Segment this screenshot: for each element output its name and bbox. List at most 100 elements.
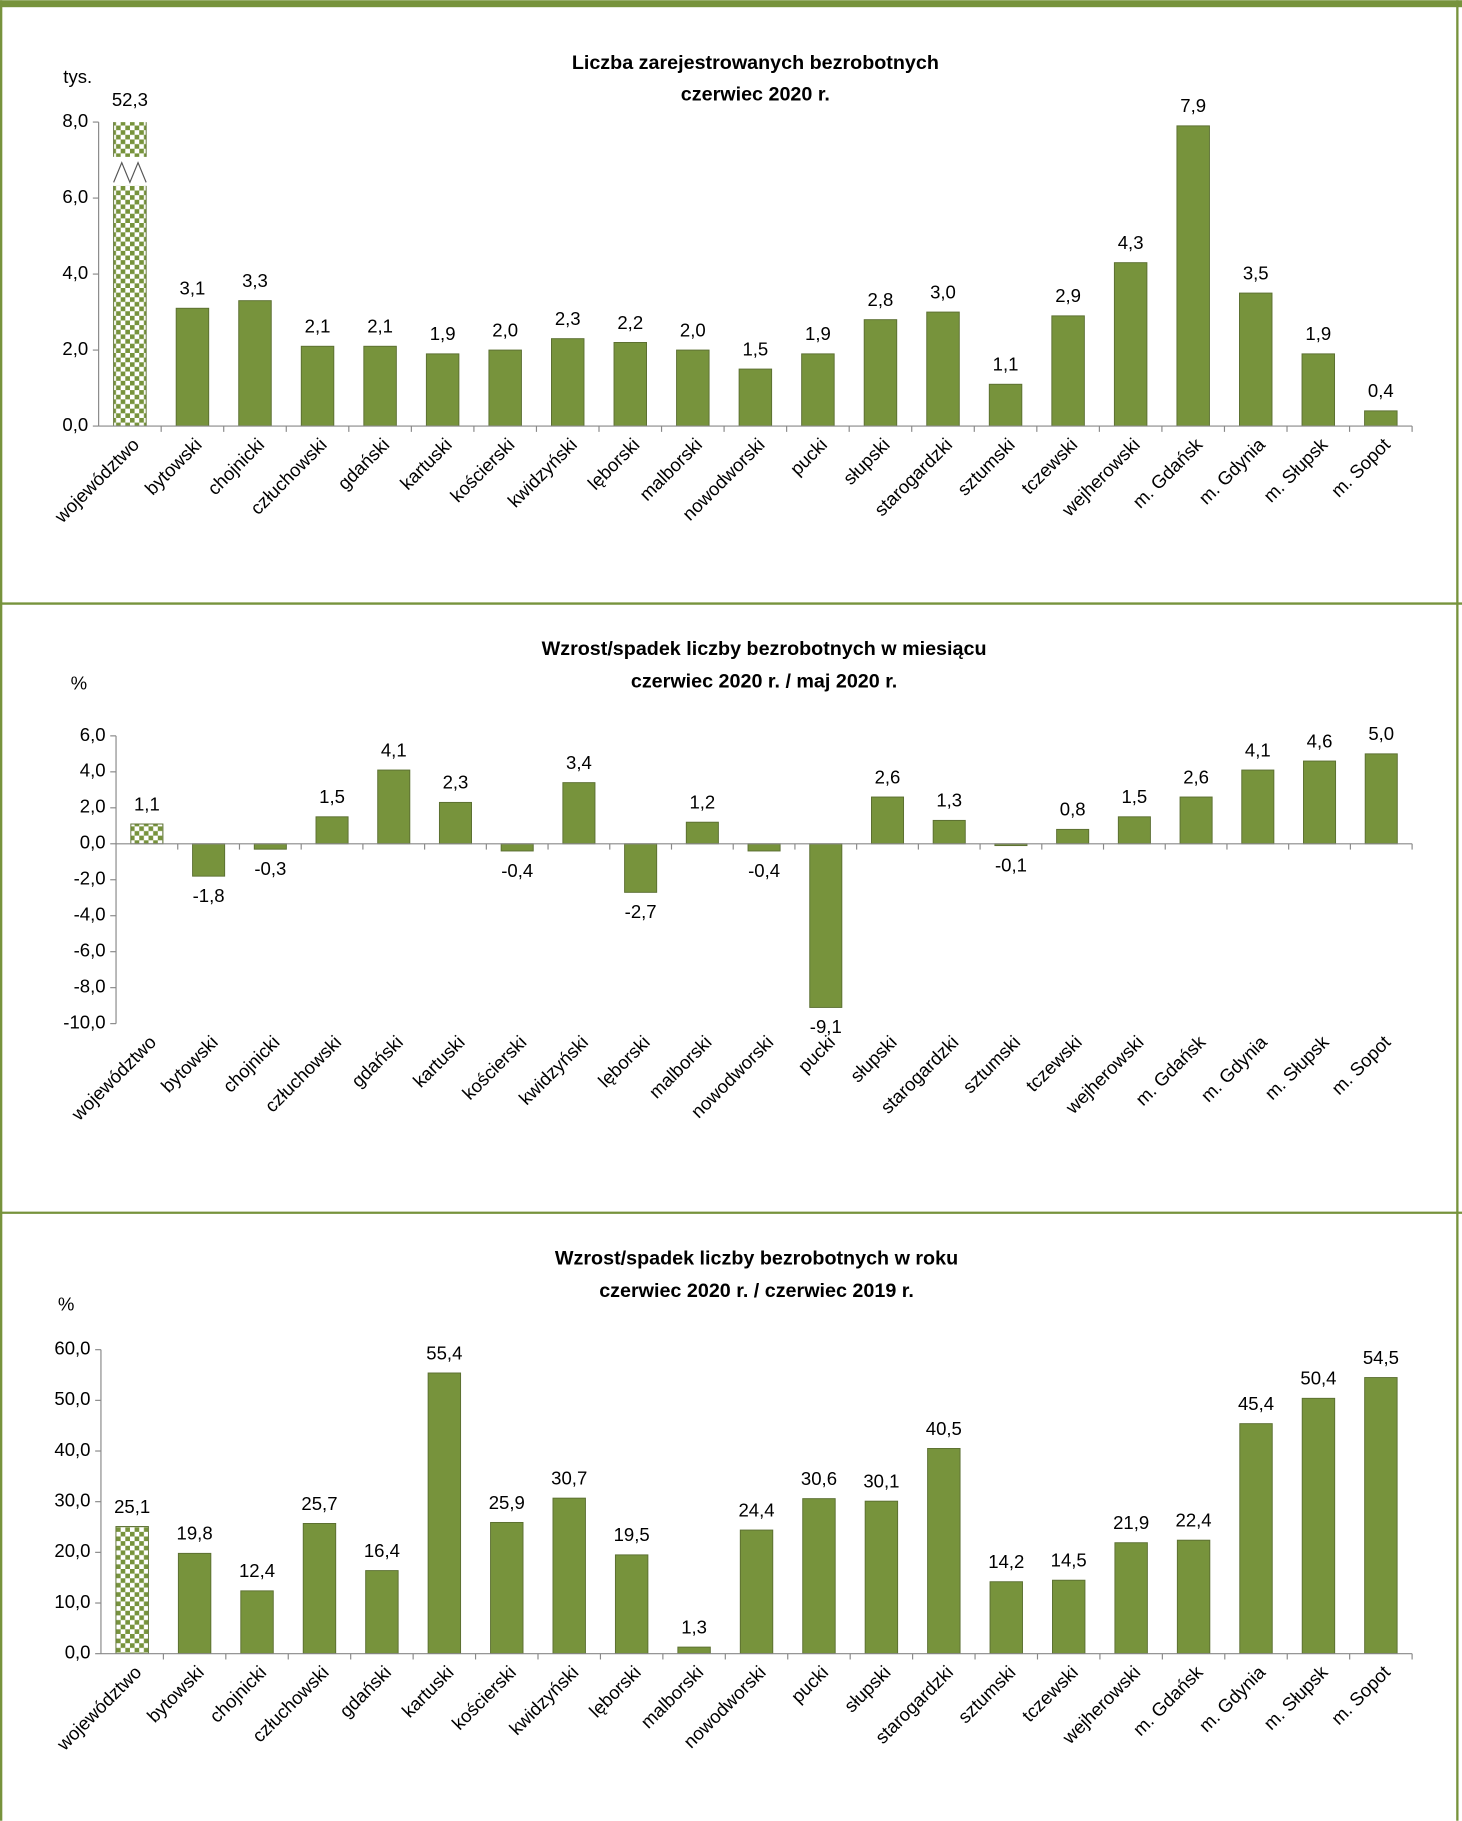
value-label: 3,4 xyxy=(566,752,592,773)
bar xyxy=(613,342,647,427)
x-tick-label: pucki xyxy=(794,1031,839,1076)
bar xyxy=(1052,1579,1086,1654)
bar xyxy=(614,1554,649,1654)
value-label: -0,4 xyxy=(501,860,533,881)
unit-label: % xyxy=(58,1293,74,1314)
x-tick-label: lęborski xyxy=(585,1661,645,1721)
bar xyxy=(1303,760,1337,845)
bar xyxy=(500,843,534,852)
x-tick-label: tczewski xyxy=(1017,434,1081,498)
value-label: 1,1 xyxy=(993,354,1019,375)
bar xyxy=(377,769,411,845)
x-tick-label: m. Gdynia xyxy=(1195,1661,1270,1736)
value-label: 14,5 xyxy=(1051,1550,1087,1571)
bar xyxy=(989,1581,1023,1654)
value-label: 22,4 xyxy=(1176,1510,1212,1531)
bar xyxy=(315,816,349,845)
value-label: 2,1 xyxy=(305,316,331,337)
x-tick-label: pucki xyxy=(786,434,831,479)
unit-label: % xyxy=(71,673,88,694)
value-label: 25,9 xyxy=(489,1492,525,1513)
bar xyxy=(552,1497,586,1654)
x-tick-label: kartuski xyxy=(398,1661,458,1721)
value-label: 1,5 xyxy=(742,338,768,359)
value-label: 55,4 xyxy=(426,1342,462,1363)
x-tick-label: słupski xyxy=(846,1031,901,1086)
x-tick-label: m. Słupsk xyxy=(1259,433,1332,506)
bar xyxy=(747,843,781,852)
value-label: -2,7 xyxy=(625,901,657,922)
bar xyxy=(676,349,710,427)
value-label: 1,1 xyxy=(134,793,160,814)
value-label: 1,9 xyxy=(805,323,831,344)
value-label: 21,9 xyxy=(1113,1512,1149,1533)
x-tick-label: m. Sopot xyxy=(1327,433,1395,501)
chart-title: Wzrost/spadek liczby bezrobotnych w roku xyxy=(555,1247,958,1269)
bar xyxy=(1176,1539,1211,1654)
x-tick-label: chojnicki xyxy=(205,1661,270,1726)
value-label: 19,8 xyxy=(177,1523,213,1544)
bar xyxy=(1364,410,1398,427)
y-tick-label: -6,0 xyxy=(74,940,106,961)
value-label: 1,5 xyxy=(1121,786,1147,807)
bar xyxy=(927,1448,961,1654)
bar xyxy=(1117,816,1151,845)
bar xyxy=(677,1646,711,1654)
y-tick-label: 6,0 xyxy=(80,724,106,745)
x-tick-label: m. Słupsk xyxy=(1260,1031,1333,1104)
value-label: 4,6 xyxy=(1307,730,1333,751)
value-label: 2,2 xyxy=(617,312,643,333)
value-label: 30,1 xyxy=(863,1471,899,1492)
x-tick-label: słupski xyxy=(840,1661,895,1716)
bar xyxy=(1301,353,1336,427)
bar xyxy=(130,823,164,845)
chart-title: Liczba zarejestrowanych bezrobotnych xyxy=(572,52,939,74)
bar xyxy=(685,821,719,845)
x-tick-label: kartuski xyxy=(409,1031,469,1091)
x-tick-label: m. Gdynia xyxy=(1194,433,1269,508)
bar xyxy=(175,307,210,427)
value-label: -9,1 xyxy=(810,1016,842,1037)
value-label: 54,5 xyxy=(1363,1347,1399,1368)
x-tick-label: słupski xyxy=(839,434,894,489)
bar xyxy=(240,1590,274,1654)
value-label: 52,3 xyxy=(112,89,148,110)
bars xyxy=(115,1372,1398,1654)
x-tick-label: pucki xyxy=(787,1661,832,1706)
chart-title: Wzrost/spadek liczby bezrobotnych w mies… xyxy=(542,638,987,660)
value-label: 40,5 xyxy=(926,1418,962,1439)
y-tick-label: 50,0 xyxy=(54,1388,90,1409)
bar xyxy=(177,1552,212,1654)
bar xyxy=(438,801,472,845)
bar xyxy=(870,796,905,845)
x-tick-label: bytowski xyxy=(141,434,206,499)
value-label: 30,7 xyxy=(551,1467,587,1488)
y-tick-label: 4,0 xyxy=(80,760,106,781)
y-tick-label: 6,0 xyxy=(62,186,88,207)
value-label: 2,8 xyxy=(868,289,894,310)
y-tick-label: 30,0 xyxy=(54,1490,90,1511)
bar xyxy=(1114,1542,1148,1654)
value-label: 50,4 xyxy=(1300,1368,1336,1389)
bar xyxy=(488,349,522,427)
bar xyxy=(562,782,596,845)
bar xyxy=(1179,796,1213,845)
bar xyxy=(1241,769,1275,845)
value-label: 5,0 xyxy=(1368,723,1394,744)
bar xyxy=(427,1372,462,1654)
y-tick-label: -2,0 xyxy=(74,868,106,889)
value-label: 2,6 xyxy=(1183,766,1209,787)
value-label: 1,9 xyxy=(1305,323,1331,344)
value-label: 30,6 xyxy=(801,1468,837,1489)
value-label: 14,2 xyxy=(988,1551,1024,1572)
y-tick-label: 40,0 xyxy=(54,1439,90,1460)
x-tick-label: lęborski xyxy=(594,1031,654,1091)
y-tick-label: 0,0 xyxy=(80,832,106,853)
value-label: -0,4 xyxy=(748,860,780,881)
value-label: 25,1 xyxy=(114,1496,150,1517)
x-tick-label: kartuski xyxy=(396,434,456,494)
x-tick-label: województwo xyxy=(52,1661,146,1755)
bar xyxy=(926,311,960,427)
x-tick-label: gdański xyxy=(347,1031,407,1091)
bar xyxy=(365,1570,399,1654)
